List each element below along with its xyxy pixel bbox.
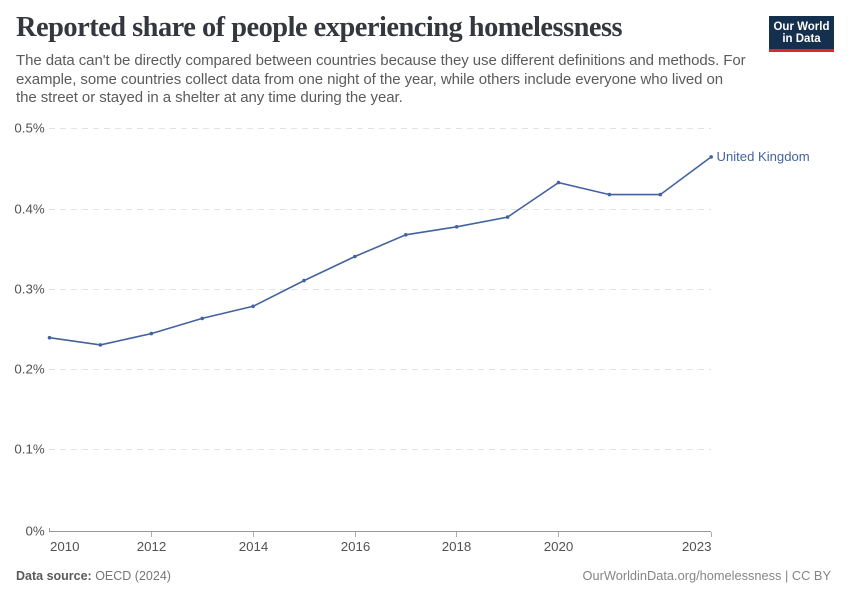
svg-text:0.1%: 0.1% [14, 441, 44, 456]
svg-text:0.2%: 0.2% [14, 361, 44, 376]
svg-text:2016: 2016 [341, 539, 371, 554]
svg-text:0%: 0% [25, 523, 44, 538]
svg-text:2014: 2014 [239, 539, 269, 554]
svg-text:2018: 2018 [442, 539, 472, 554]
svg-text:2023: 2023 [682, 539, 712, 554]
svg-text:2012: 2012 [137, 539, 167, 554]
svg-text:0.5%: 0.5% [14, 120, 44, 135]
svg-text:2020: 2020 [544, 539, 574, 554]
svg-text:United Kingdom: United Kingdom [717, 149, 810, 164]
svg-text:0.4%: 0.4% [14, 201, 44, 216]
svg-text:2010: 2010 [50, 539, 80, 554]
svg-text:0.3%: 0.3% [14, 281, 44, 296]
